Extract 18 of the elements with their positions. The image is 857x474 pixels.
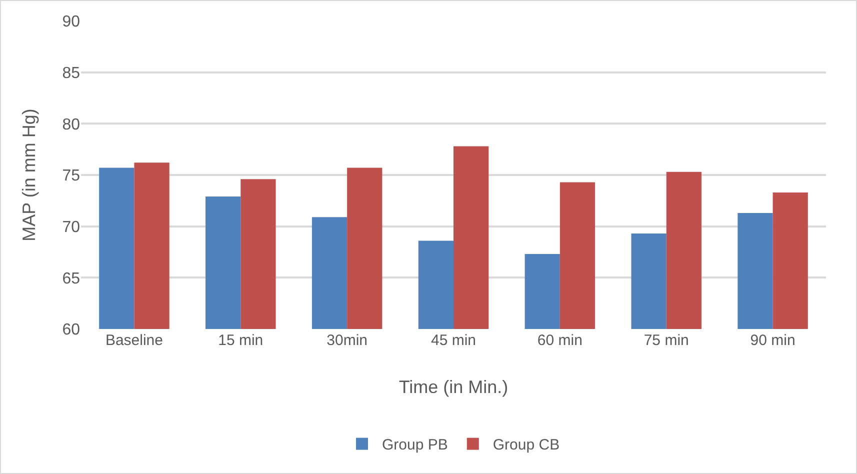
x-tick-label: 60 min [537, 332, 582, 349]
x-tick-label: 90 min [750, 332, 796, 349]
legend-label: Group CB [492, 436, 560, 454]
y-tick-label: 80 [62, 116, 80, 134]
y-tick-label: 70 [62, 218, 80, 236]
y-tick-label: 60 [62, 322, 80, 339]
x-tick-label: 75 min [644, 332, 689, 349]
x-tick-label: 45 min [430, 332, 476, 349]
y-tick-label: 75 [62, 168, 80, 185]
x-tick-label: Baseline [105, 332, 163, 349]
y-tick-label: 65 [62, 270, 80, 288]
x-tick-label: 30min [326, 332, 368, 349]
legend-label: Group PB [382, 436, 448, 454]
x-tick-label: 15 min [218, 332, 264, 349]
y-axis-title: MAP (in mm Hg) [19, 108, 39, 242]
y-tick-label: 90 [62, 14, 80, 31]
y-tick-label: 85 [62, 64, 80, 82]
x-axis-title: Time (in Min.) [398, 377, 508, 397]
